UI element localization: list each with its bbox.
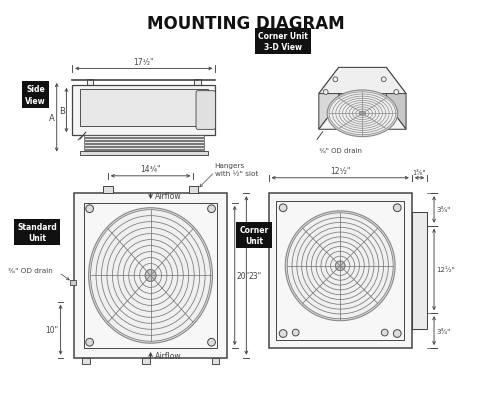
Text: A: A — [49, 113, 55, 122]
Bar — [188, 187, 198, 194]
Circle shape — [279, 205, 287, 212]
Text: Hangers
with ½" slot: Hangers with ½" slot — [215, 163, 258, 176]
Bar — [84, 138, 204, 141]
Circle shape — [381, 78, 386, 83]
Bar — [412, 212, 427, 330]
Bar — [211, 358, 219, 365]
Text: MOUNTING DIAGRAM: MOUNTING DIAGRAM — [147, 15, 344, 33]
Bar — [87, 80, 94, 86]
Text: Corner Unit
3-D View: Corner Unit 3-D View — [258, 32, 308, 52]
Text: Standard
Unit: Standard Unit — [18, 222, 57, 242]
Bar — [103, 187, 113, 194]
Text: Airflow: Airflow — [155, 351, 182, 360]
Text: 12¹⁄₂": 12¹⁄₂" — [330, 166, 350, 175]
FancyBboxPatch shape — [196, 91, 216, 130]
Bar — [74, 194, 227, 358]
Bar — [194, 80, 201, 86]
Bar — [142, 358, 150, 365]
Circle shape — [207, 205, 216, 213]
Bar — [70, 280, 76, 285]
Polygon shape — [319, 68, 406, 94]
Text: ⅜" OD drain: ⅜" OD drain — [8, 268, 53, 274]
Ellipse shape — [327, 91, 398, 137]
Circle shape — [333, 78, 338, 83]
Circle shape — [394, 90, 399, 95]
Bar — [84, 203, 217, 348]
Bar — [269, 194, 412, 348]
Text: ⅜" OD drain: ⅜" OD drain — [319, 148, 362, 154]
Circle shape — [381, 329, 388, 336]
Text: 1³⁄₈": 1³⁄₈" — [413, 169, 426, 175]
Circle shape — [293, 329, 299, 336]
Text: Airflow: Airflow — [155, 191, 182, 200]
Ellipse shape — [329, 93, 396, 136]
Polygon shape — [338, 68, 386, 104]
Bar — [84, 142, 204, 144]
Bar — [84, 151, 204, 153]
Bar — [80, 151, 207, 155]
Ellipse shape — [336, 261, 345, 271]
Circle shape — [279, 330, 287, 338]
Ellipse shape — [285, 211, 395, 321]
Bar — [82, 358, 89, 365]
Text: 3³⁄₄": 3³⁄₄" — [436, 207, 450, 213]
Text: B: B — [60, 106, 65, 115]
Bar — [84, 136, 204, 138]
Circle shape — [207, 338, 216, 346]
Ellipse shape — [90, 210, 210, 341]
Text: Corner
Unit: Corner Unit — [239, 225, 269, 245]
Circle shape — [86, 338, 94, 346]
Polygon shape — [386, 68, 406, 130]
Text: 14³⁄₄": 14³⁄₄" — [141, 164, 161, 174]
Bar — [276, 201, 404, 340]
Text: 17¹⁄₂": 17¹⁄₂" — [133, 57, 154, 66]
Circle shape — [86, 205, 94, 213]
Polygon shape — [319, 68, 338, 130]
Ellipse shape — [145, 270, 156, 282]
Text: 12¹⁄₂": 12¹⁄₂" — [436, 267, 455, 273]
Ellipse shape — [88, 208, 213, 343]
Circle shape — [393, 330, 401, 338]
Text: 20": 20" — [237, 271, 250, 280]
Ellipse shape — [359, 112, 366, 116]
Text: 3³⁄₄": 3³⁄₄" — [436, 328, 450, 334]
Text: 10": 10" — [45, 326, 59, 334]
Circle shape — [393, 205, 401, 212]
Polygon shape — [319, 104, 406, 130]
Bar — [84, 145, 204, 147]
Text: 23": 23" — [248, 271, 261, 280]
Bar — [80, 89, 207, 126]
Bar — [84, 148, 204, 150]
Circle shape — [323, 90, 328, 95]
Ellipse shape — [287, 213, 393, 319]
Text: Side
View: Side View — [25, 85, 46, 105]
Bar — [72, 86, 216, 136]
